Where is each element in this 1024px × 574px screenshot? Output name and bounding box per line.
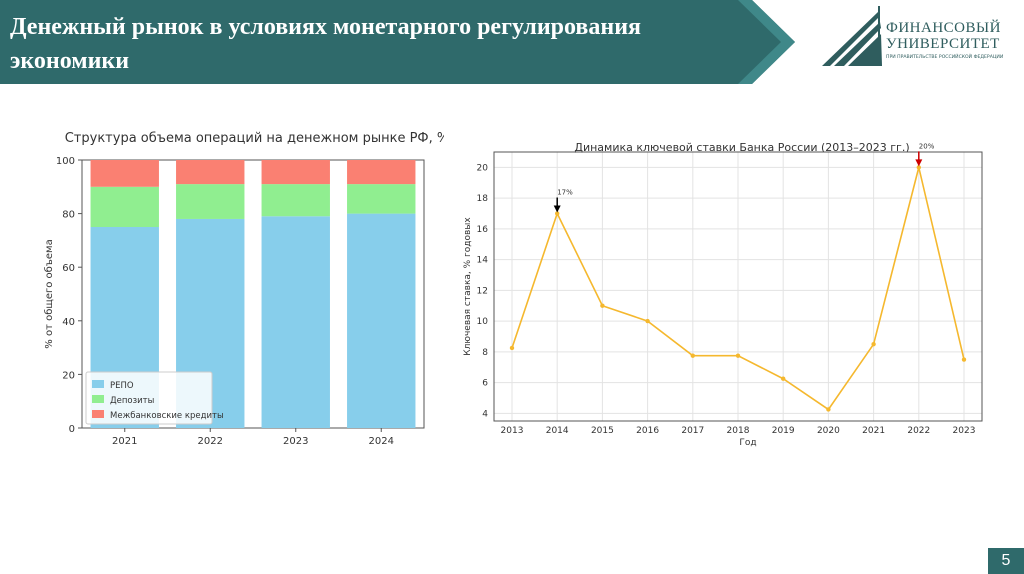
y-tick-label: 80: [62, 210, 75, 221]
x-tick-label: 2023: [953, 426, 976, 436]
bar-segment: [261, 160, 330, 185]
x-tick-label: 2023: [283, 436, 308, 447]
data-point: [645, 318, 650, 324]
x-tick-label: 2020: [817, 426, 840, 436]
data-point: [690, 353, 695, 358]
x-tick-label: 2019: [772, 426, 795, 436]
data-point: [600, 303, 605, 308]
data-point: [509, 345, 515, 351]
data-point: [555, 211, 560, 216]
y-tick-label: 8: [482, 348, 488, 358]
legend-label: Межбанковские кредиты: [110, 411, 224, 421]
y-tick-label: 10: [477, 317, 489, 327]
data-point: [735, 353, 741, 358]
x-tick-label: 2022: [907, 426, 930, 436]
bar-segment: [347, 160, 416, 185]
bar-segment: [347, 213, 416, 428]
legend-label: Депозиты: [110, 396, 154, 406]
y-tick-label: 12: [477, 286, 488, 296]
chart-title: Динамика ключевой ставки Банка России (2…: [574, 141, 909, 154]
header-accent-chevron: [738, 0, 795, 84]
x-tick-label: 2024: [369, 436, 394, 447]
legend-box: [85, 371, 213, 425]
data-point: [781, 376, 786, 381]
legend-swatch: [92, 410, 104, 418]
y-tick-label: 40: [62, 317, 75, 328]
legend-label: РЕПО: [110, 381, 134, 391]
x-tick-label: 2021: [112, 436, 137, 447]
line-chart-key-rate: Динамика ключевой ставки Банка России (2…: [463, 141, 983, 448]
chart-legend: РЕПО Депозиты Межбанковские кредиты: [85, 371, 224, 425]
bar-segment: [347, 184, 416, 214]
y-tick-label: 14: [477, 256, 489, 266]
bar-chart-money-market: Структура объема операций на денежном ры…: [44, 131, 444, 447]
x-axis-label: Год: [739, 438, 756, 448]
plot-frame: [81, 159, 425, 429]
annotation-arrowhead: [553, 205, 561, 213]
plot-frame: [493, 151, 983, 422]
x-tick-label: 2015: [591, 426, 614, 436]
x-tick-label: 2018: [727, 426, 750, 436]
bar-segment: [261, 184, 330, 217]
y-tick-label: 20: [477, 163, 489, 173]
y-tick-label: 100: [56, 156, 75, 167]
bar-segment: [261, 216, 330, 428]
data-point: [916, 165, 921, 170]
chart-title: Структура объема операций на денежном ры…: [65, 131, 444, 146]
legend-swatch: [92, 380, 104, 388]
bar-segment: [90, 186, 159, 227]
annotation-label: 17%: [557, 188, 573, 196]
x-tick-label: 2013: [501, 426, 524, 436]
data-point: [961, 357, 967, 362]
logo-line2: УНИВЕРСИТЕТ: [886, 36, 1000, 52]
logo-subtitle: ПРИ ПРАВИТЕЛЬСТВЕ РОССИЙСКОЙ ФЕДЕРАЦИИ: [886, 55, 1004, 60]
header-background: [0, 0, 795, 84]
data-point: [826, 407, 831, 412]
y-tick-label: 16: [477, 225, 489, 235]
y-tick-label: 6: [482, 379, 488, 389]
x-tick-label: 2016: [636, 426, 659, 436]
bar-segment: [176, 184, 245, 219]
logo-emblem: [822, 6, 882, 66]
legend-swatch: [92, 395, 104, 403]
header-band: [0, 0, 795, 84]
page-number: 5: [988, 548, 1024, 574]
data-point: [871, 341, 876, 347]
annotation-arrowhead: [915, 159, 923, 167]
x-tick-label: 2017: [681, 426, 704, 436]
y-tick-label: 20: [62, 370, 75, 381]
page-title: Денежный рынок в условиях монетарного ре…: [10, 14, 642, 74]
x-tick-label: 2021: [862, 426, 885, 436]
bar-segment: [90, 160, 159, 187]
annotation-label: 20%: [919, 142, 935, 150]
logo-line1: ФИНАНСОВЫЙ: [886, 20, 1001, 36]
university-logo: ФИНАНСОВЫЙ УНИВЕРСИТЕТ ПРИ ПРАВИТЕЛЬСТВЕ…: [822, 4, 1020, 70]
y-axis-label: Ключевая ставка, % годовых: [463, 217, 473, 356]
y-tick-label: 60: [62, 263, 75, 274]
y-axis-label: % от общего объема: [44, 239, 55, 348]
y-tick-label: 4: [482, 409, 488, 419]
y-tick-label: 18: [477, 194, 489, 204]
x-tick-label: 2022: [198, 436, 223, 447]
y-tick-label: 0: [69, 424, 75, 435]
x-tick-label: 2014: [546, 426, 569, 436]
bar-segment: [176, 160, 245, 185]
